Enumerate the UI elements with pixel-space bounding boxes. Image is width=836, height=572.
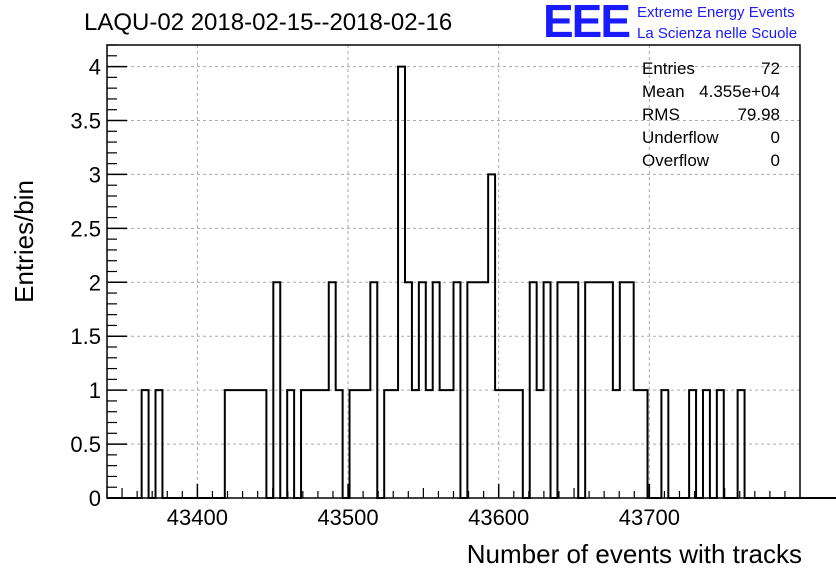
x-tick-label: 43700: [619, 505, 680, 530]
stat-mean-value: 4.355e+04: [699, 82, 780, 101]
stat-entries-label: Entries: [642, 59, 695, 78]
chart-title: LAQU-02 2018-02-15--2018-02-16: [84, 9, 453, 36]
grid-lines: [107, 45, 800, 498]
stat-rms: RMS 79.98: [642, 105, 780, 128]
stat-mean-label: Mean: [642, 82, 685, 101]
stat-mean: Mean 4.355e+04: [642, 82, 780, 105]
x-tick-labels: 43400 43500 43600 43700: [167, 505, 680, 530]
y-tick-label: 1.5: [70, 324, 101, 349]
histogram-outline: [107, 65, 836, 499]
axis-ticks: [106, 44, 786, 499]
stat-rms-label: RMS: [642, 105, 680, 124]
x-tick-label: 43500: [317, 505, 378, 530]
y-tick-labels: 0 0.5 1 1.5 2 2.5 3 3.5 4: [70, 55, 101, 511]
y-tick-label: 2: [89, 270, 101, 295]
stat-entries: Entries 72: [642, 59, 780, 82]
stat-overflow-label: Overflow: [642, 151, 710, 170]
stat-underflow: Underflow 0: [642, 128, 780, 151]
stat-underflow-label: Underflow: [642, 128, 719, 147]
x-tick-label: 43600: [468, 505, 529, 530]
eee-logo-mark: EEE: [543, 0, 631, 47]
y-tick-label: 1: [89, 378, 101, 403]
stat-underflow-value: 0: [770, 128, 780, 147]
stat-entries-value: 72: [761, 59, 780, 78]
stat-overflow-value: 0: [770, 151, 780, 170]
y-tick-label: 0.5: [70, 432, 101, 457]
y-axis-label: Entries/bin: [9, 180, 39, 303]
y-tick-label: 2.5: [70, 216, 101, 241]
logo-subtitle-line1: Extreme Energy Events: [637, 4, 795, 21]
stats-box: Entries 72 Mean 4.355e+04 RMS 79.98 Unde…: [642, 59, 780, 174]
y-tick-label: 4: [89, 55, 101, 80]
logo-subtitle-line2: La Scienza nelle Scuole: [637, 25, 798, 42]
x-axis-label: Number of events with tracks: [467, 539, 802, 569]
y-tick-label: 0: [89, 486, 101, 511]
y-tick-label: 3: [89, 162, 101, 187]
stat-rms-value: 79.98: [737, 105, 780, 124]
x-tick-label: 43400: [167, 505, 228, 530]
stat-overflow: Overflow 0: [642, 151, 780, 174]
y-tick-label: 3.5: [70, 109, 101, 134]
